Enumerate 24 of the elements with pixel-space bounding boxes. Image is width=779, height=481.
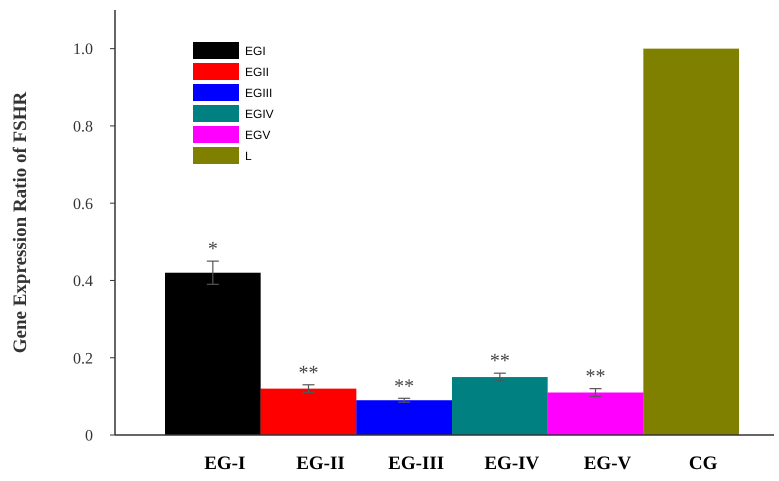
y-tick-label: 0.4 — [73, 273, 93, 290]
y-tick-label: 0.6 — [73, 196, 93, 213]
annotation: ** — [490, 350, 510, 372]
legend-label: L — [245, 149, 252, 163]
x-tick-label: CG — [688, 453, 718, 474]
legend-label: EGII — [245, 65, 270, 79]
x-tick-label: EG-II — [296, 453, 345, 474]
legend-label: EGIII — [245, 86, 272, 100]
x-tick-label: EG-V — [584, 453, 632, 474]
legend-label: EGV — [245, 128, 270, 142]
x-tick-label: EG-I — [204, 453, 246, 474]
annotation: ** — [586, 366, 606, 388]
annotation: ** — [298, 362, 318, 384]
y-tick-label: 0.8 — [73, 118, 93, 136]
legend-label: EGI — [245, 44, 266, 58]
x-tick-label: EG-IV — [484, 453, 540, 474]
legend-label: EGIV — [245, 107, 274, 121]
y-axis-title: Gene Expression Ratio of FSHR — [10, 92, 31, 354]
annotation: * — [208, 238, 218, 260]
y-tick-label: 0.2 — [73, 350, 93, 368]
annotation: ** — [394, 375, 414, 398]
y-tick-label: 0 — [85, 428, 93, 445]
y-tick-label: 1.0 — [73, 41, 93, 58]
x-tick-label: EG-III — [388, 453, 444, 474]
